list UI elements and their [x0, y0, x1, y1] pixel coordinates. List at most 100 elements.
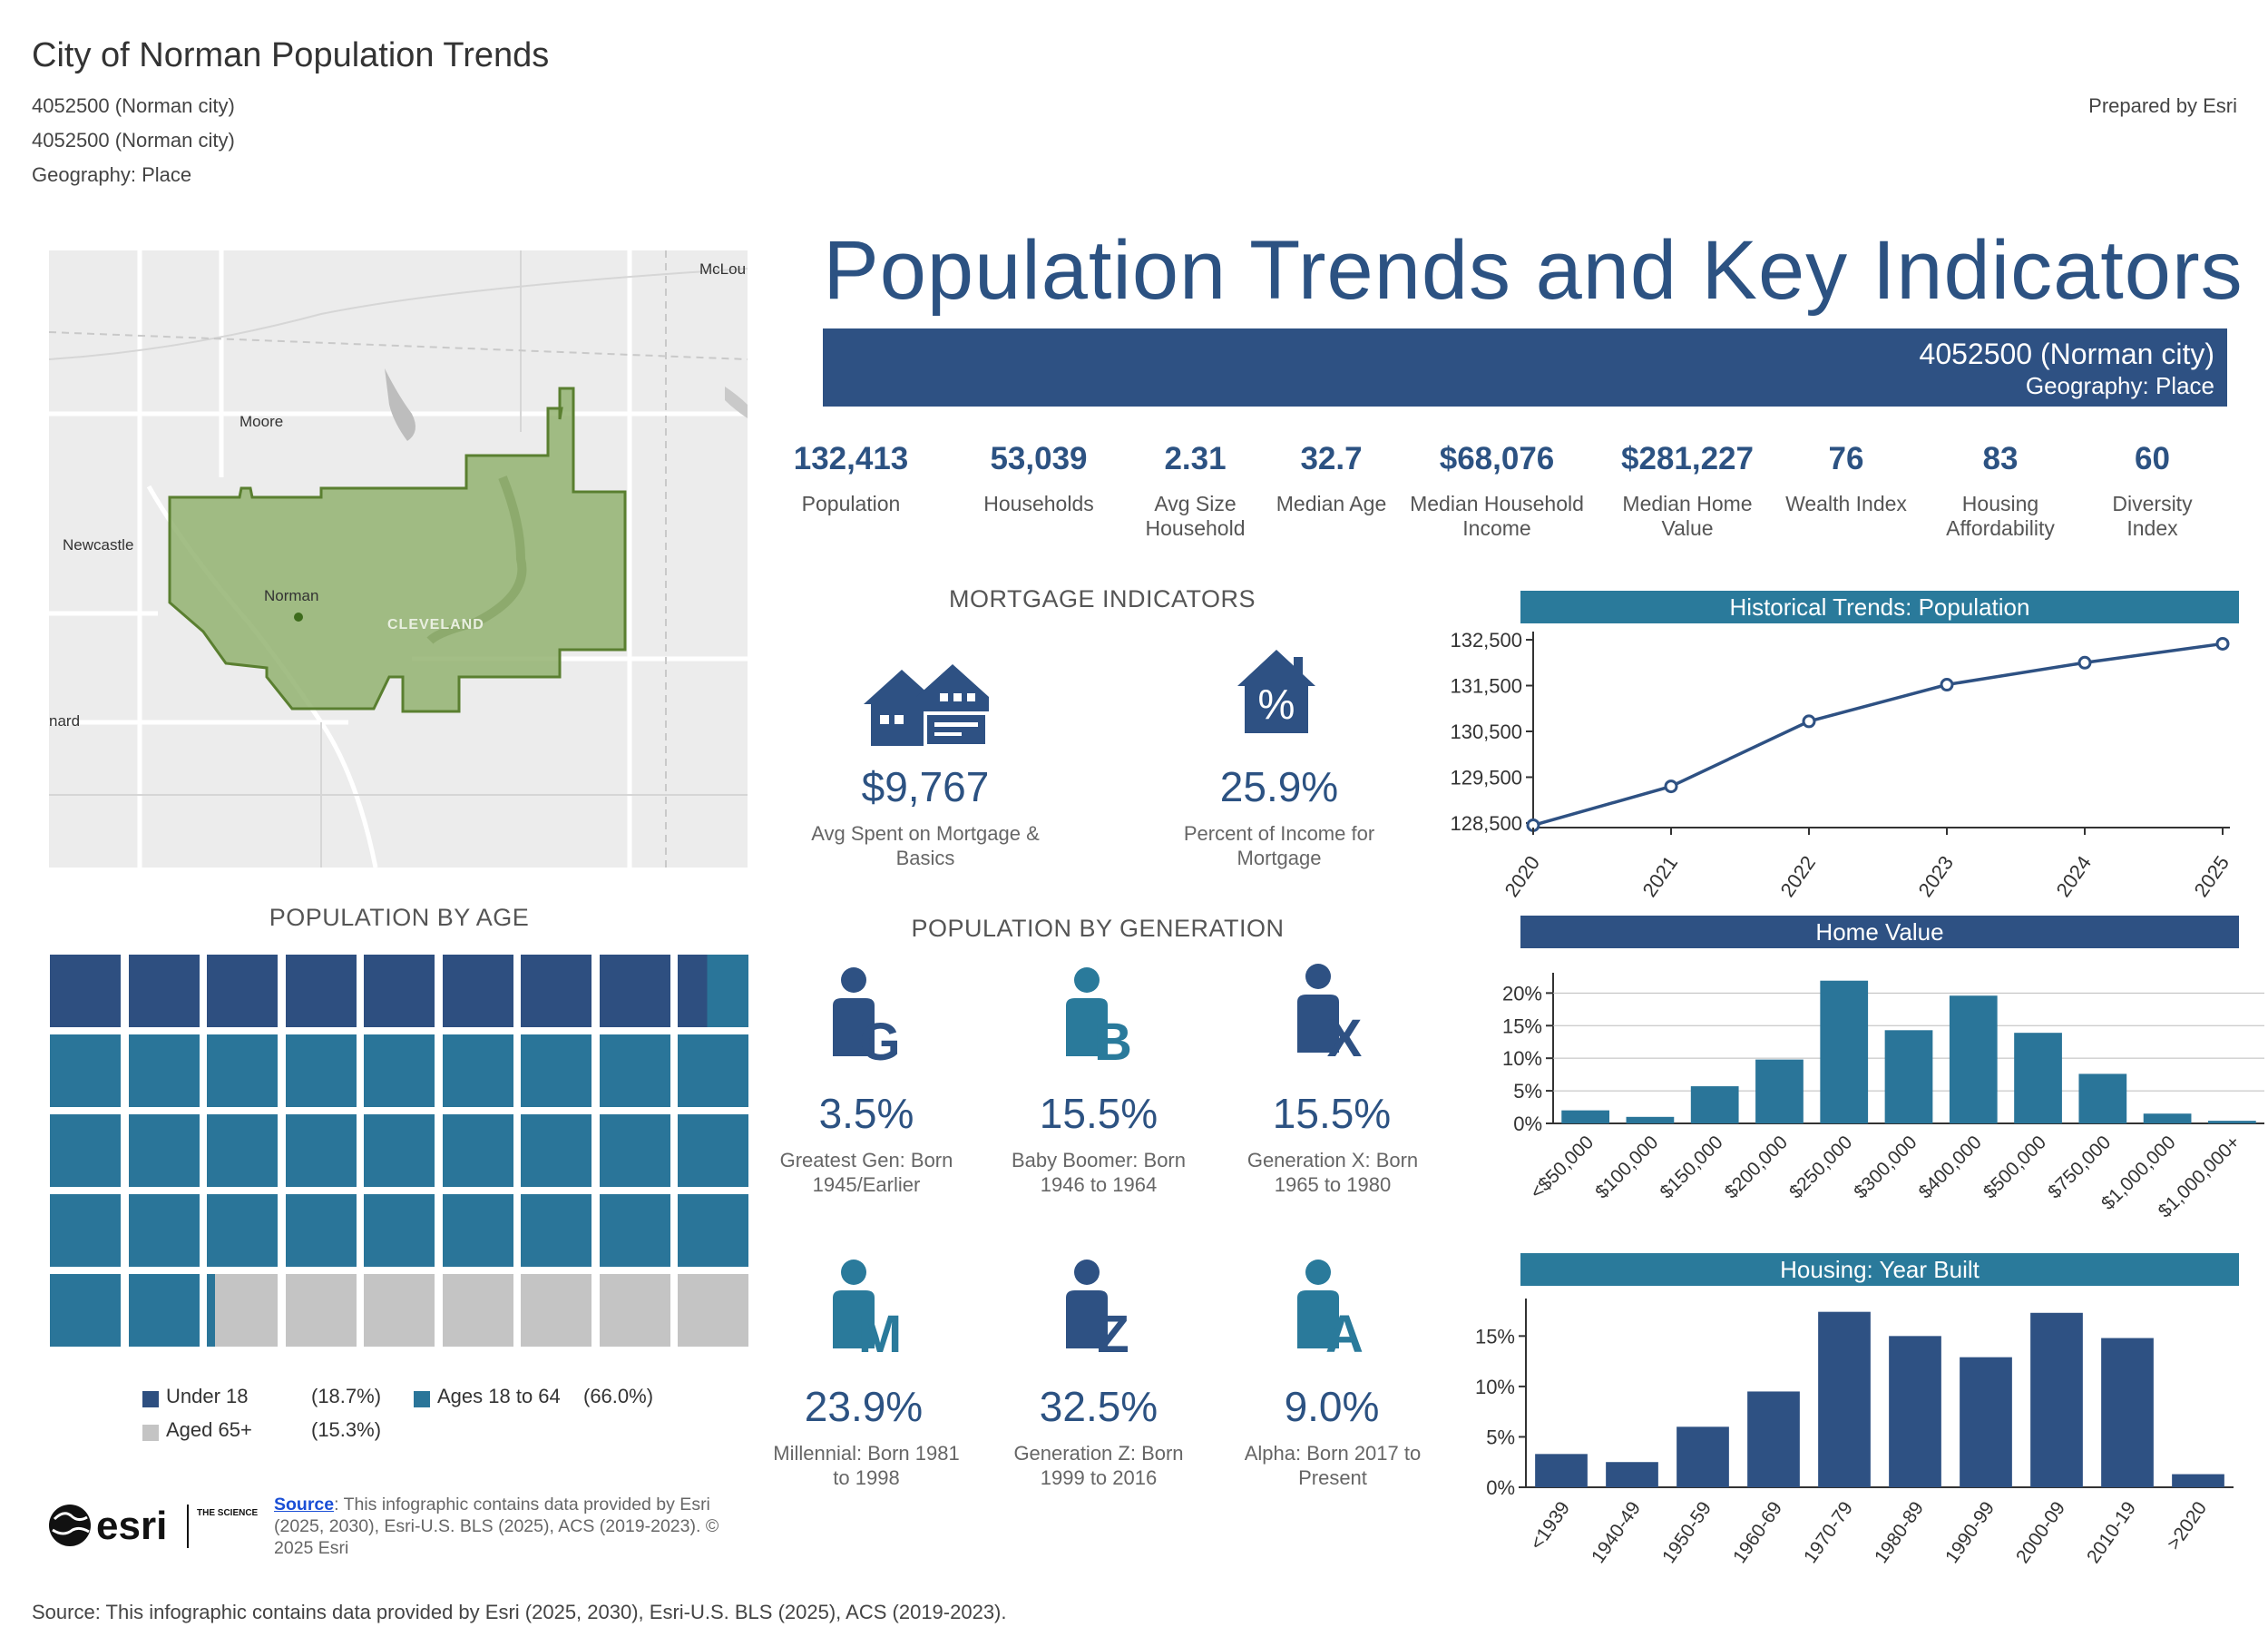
map-label-norman: Norman	[264, 587, 318, 604]
y-tick-label: 0%	[1486, 1476, 1515, 1499]
bar-$300,000	[1884, 1030, 1933, 1123]
x-tick-label: <1939	[1526, 1498, 1574, 1554]
kpi-value: 53,039	[990, 441, 1088, 476]
waffle-cell	[678, 955, 748, 1027]
waffle-cell	[364, 1274, 435, 1347]
x-tick-label: $400,000	[1915, 1132, 1986, 1202]
bar-$750,000	[2078, 1073, 2127, 1123]
map-canvas[interactable]: Moore Newcastle Norman CLEVELAND McLou n…	[49, 250, 748, 868]
waffle-cell	[50, 1194, 121, 1267]
kpi-value: 132,413	[793, 441, 909, 476]
waffle-cell	[442, 1034, 513, 1107]
y-tick-label: 128,500	[1450, 812, 1522, 835]
waffle-cell	[128, 1194, 200, 1267]
waffle-cell	[285, 955, 357, 1027]
person-icon-greatest-gen: G	[833, 967, 901, 1065]
person-icon-millennial: M	[833, 1260, 902, 1358]
kpi-value: $281,227	[1621, 441, 1754, 476]
x-tick-label: $200,000	[1721, 1132, 1792, 1202]
legend-swatch-ages-18-64	[414, 1390, 430, 1407]
title-band: 4052500 (Norman city) Geography: Place	[823, 328, 2227, 407]
mortgage-spent-value: $9,767	[861, 763, 990, 810]
population-line	[1532, 642, 2224, 828]
map-lake-north	[385, 368, 415, 441]
esri-tagline: THE SCIENCE OF WHERE	[197, 1508, 258, 1518]
x-tick-label: $150,000	[1657, 1132, 1727, 1202]
kpi-value: $68,076	[1439, 441, 1555, 476]
bar-2000-09	[2030, 1312, 2083, 1487]
city-boundary[interactable]	[168, 387, 627, 713]
waffle-cell	[128, 955, 200, 1027]
kpi-label: Median Age	[1276, 492, 1387, 515]
header-geo-id-1: 4052500 (Norman city)	[32, 94, 235, 117]
gen-letter-x: X	[1327, 1009, 1363, 1062]
source-link[interactable]: Source	[274, 1495, 335, 1514]
legend-pct-aged-65: (15.3%)	[311, 1418, 382, 1441]
y-tick-label: 15%	[1502, 1015, 1542, 1037]
source-note-text: : This infographic contains data provide…	[274, 1495, 719, 1558]
x-tick-label: 2024	[2052, 852, 2097, 901]
x-tick-label: 1940-49	[1588, 1498, 1645, 1567]
y-tick-label: 130,500	[1450, 720, 1522, 743]
waffle-cell	[599, 1274, 670, 1347]
map-label-moore: Moore	[240, 413, 283, 430]
person-icon-alpha: A	[1297, 1260, 1364, 1358]
waffle-cell	[364, 1194, 435, 1267]
kpi-housing-affordability: 83 Housing Affordability	[1914, 439, 2087, 541]
waffle-cell	[442, 1194, 513, 1267]
waffle-cell	[207, 1034, 278, 1107]
gen-letter-b: B	[1094, 1013, 1132, 1065]
gen-boomer-label: Baby Boomer: Born 1946 to 1964	[1012, 1149, 1186, 1196]
waffle-cell	[285, 1114, 357, 1187]
y-tick-label: 131,500	[1450, 675, 1522, 698]
kpi-label: Median Household Income	[1410, 492, 1584, 540]
y-tick-label: 129,500	[1450, 766, 1522, 789]
x-tick-label: $100,000	[1591, 1132, 1662, 1202]
y-tick-label: 5%	[1486, 1426, 1515, 1448]
waffle-cell	[128, 1034, 200, 1107]
x-tick-label: $300,000	[1850, 1132, 1921, 1202]
legend-label: Ages 18 to 64	[437, 1385, 561, 1407]
bar-$1,000,000+	[2207, 1121, 2256, 1123]
kpi-label: Wealth Index	[1785, 492, 1907, 515]
x-tick-label: $250,000	[1785, 1132, 1856, 1202]
kpi-median-age: 32.7 Median Age	[1270, 439, 1393, 516]
gen-millennial-label: Millennial: Born 1981 to 1998	[773, 1442, 960, 1489]
mortgage-percent-label: Percent of Income for Mortgage	[1183, 822, 1375, 869]
gen-letter-g: G	[859, 1013, 900, 1065]
kpi-value: 60	[2135, 441, 2170, 476]
mortgage-percent-value: 25.9%	[1219, 763, 1339, 810]
band-geography: Geography: Place	[2025, 372, 2214, 399]
x-tick-label: 1960-69	[1729, 1498, 1786, 1567]
gen-alpha-value: 9.0%	[1284, 1383, 1380, 1430]
footer-source: Source: This infographic contains data p…	[32, 1601, 1007, 1623]
header-geo-id-2: 4052500 (Norman city)	[32, 129, 235, 152]
age-waffle-chart	[50, 955, 748, 1347]
kpi-label: Housing Affordability	[1946, 492, 2055, 540]
x-tick-label: <$50,000	[1527, 1132, 1598, 1203]
year-built-chart: 0% 5% 10% 15% <1939 1940-49 1950-59 1960-69 1970…	[1475, 1299, 2234, 1567]
header-geography: Geography: Place	[32, 163, 192, 186]
gen-boomer-value: 15.5%	[1039, 1090, 1158, 1137]
population-trend-chart: 128,500 129,500 130,500 131,500 132,500 2020 2…	[1450, 629, 2234, 901]
bar-1950-59	[1677, 1426, 1729, 1487]
legend-pct-ages-18-64: (66.0%)	[583, 1385, 654, 1407]
waffle-cell	[207, 955, 278, 1027]
gen-greatest-value: 3.5%	[818, 1090, 914, 1137]
bar-1980-89	[1889, 1336, 1941, 1487]
waffle-cell	[50, 955, 121, 1027]
bar-1970-79	[1818, 1311, 1871, 1487]
waffle-cell	[678, 1194, 748, 1267]
location-map[interactable]: Moore Newcastle Norman CLEVELAND McLou n…	[49, 250, 748, 868]
legend-pct-under-18: (18.7%)	[311, 1385, 382, 1407]
y-tick-label: 10%	[1475, 1376, 1515, 1398]
gen-letter-m: M	[858, 1305, 902, 1358]
waffle-cell	[521, 1274, 591, 1347]
bar-1960-69	[1747, 1391, 1800, 1487]
kpi-median-home-value: $281,227 Median Home Value	[1601, 439, 1774, 541]
waffle-cell	[599, 955, 670, 1027]
kpi-label: Median Home Value	[1622, 492, 1753, 540]
waffle-cell	[442, 1114, 513, 1187]
legend-label: Under 18	[166, 1385, 249, 1407]
legend-swatch-aged-65	[142, 1424, 159, 1441]
